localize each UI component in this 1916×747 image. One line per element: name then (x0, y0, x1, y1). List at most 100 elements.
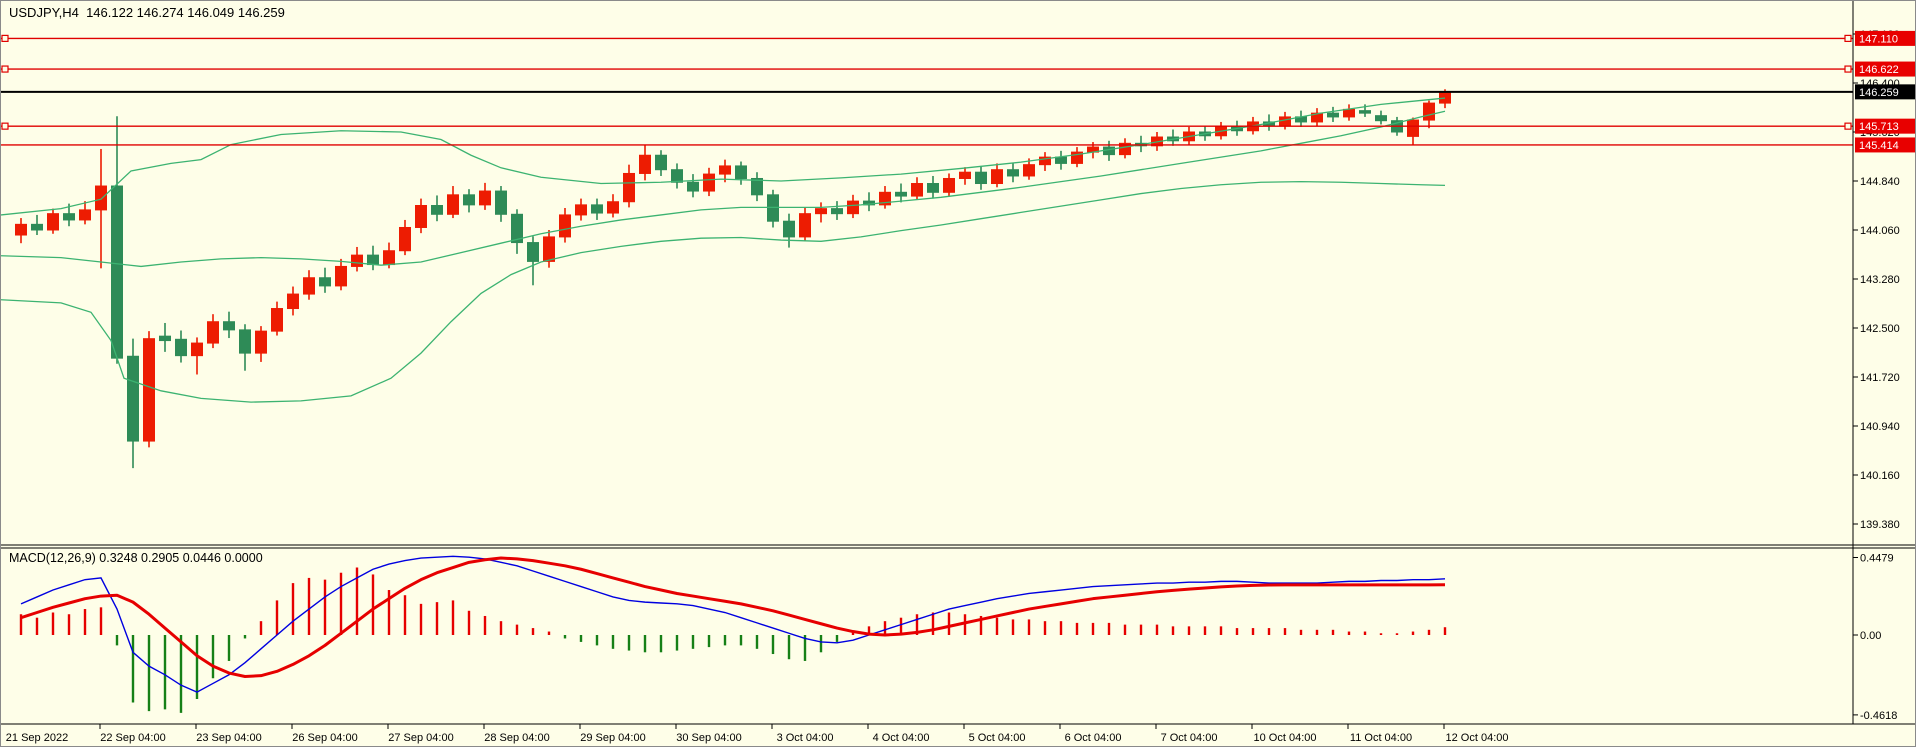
price-badge-label: 147.110 (1859, 33, 1898, 45)
candle-bear (239, 329, 251, 354)
candle-bull (1439, 91, 1451, 104)
candle-bull (799, 213, 811, 238)
candle-bull (287, 293, 299, 310)
candle-bull (335, 265, 347, 287)
candle-bull (303, 277, 315, 295)
candle-bull (847, 200, 859, 215)
time-axis-label: 26 Sep 04:00 (292, 732, 357, 744)
line-drag-anchor[interactable] (1, 34, 9, 42)
candle-bull (351, 254, 363, 267)
candle-bull (415, 204, 427, 228)
candle-bear (783, 220, 795, 238)
time-axis-label: 7 Oct 04:00 (1161, 732, 1218, 744)
candle-bear (159, 335, 171, 342)
symbol-title: USDJPY,H4 146.122 146.274 146.049 146.25… (9, 5, 285, 20)
candle-bull (543, 236, 555, 262)
candle-bear (655, 154, 667, 171)
candle-bear (735, 165, 747, 179)
line-drag-anchor[interactable] (1844, 34, 1852, 42)
candle-bear (831, 208, 843, 215)
price-badge-label: 145.414 (1859, 140, 1899, 152)
line-drag-anchor[interactable] (1844, 65, 1852, 73)
price-line-badge (1855, 137, 1915, 153)
line-drag-anchor[interactable] (1844, 122, 1852, 130)
candle-bear (591, 204, 603, 214)
candle-bear (527, 242, 539, 262)
candle-bear (431, 204, 443, 215)
candle-bull (559, 214, 571, 238)
candle-bear (319, 277, 331, 287)
time-axis-label: 12 Oct 04:00 (1446, 732, 1509, 744)
candle-bear (367, 254, 379, 266)
candle-bull (1407, 119, 1419, 137)
macd-axis-label: -0.4618 (1860, 710, 1897, 722)
bollinger-middle-band (1, 110, 1446, 268)
candle-bull (911, 183, 923, 197)
candle-bull (1311, 112, 1323, 123)
price-line-badge (1855, 118, 1915, 134)
candle-bull (1071, 151, 1083, 164)
bollinger-lower-band (1, 180, 1446, 403)
price-axis-label: 140.940 (1860, 421, 1900, 433)
candle-bull (639, 154, 651, 174)
candle-bear (31, 223, 43, 231)
candle-bear (751, 177, 763, 196)
time-axis-label: 30 Sep 04:00 (676, 732, 741, 744)
candle-bull (1119, 142, 1131, 156)
time-axis-label: 6 Oct 04:00 (1065, 732, 1122, 744)
candle-bull (271, 308, 283, 332)
candle-bull (143, 338, 155, 442)
candle-bear (671, 169, 683, 183)
time-axis-label: 4 Oct 04:00 (873, 732, 930, 744)
candle-bull (1039, 156, 1051, 166)
bollinger-upper-band (1, 97, 1446, 216)
candle-bull (15, 223, 27, 236)
candle-bear (1375, 115, 1387, 122)
candle-bull (991, 169, 1003, 185)
candle-bull (959, 171, 971, 179)
price-axis-label: 144.060 (1860, 225, 1900, 237)
candle-bear (511, 213, 523, 244)
candle-bull (1023, 164, 1035, 177)
candle-bear (175, 338, 187, 357)
candle-bull (47, 213, 59, 231)
bid-price-badge (1855, 84, 1915, 100)
price-line-badge (1855, 61, 1915, 77)
line-drag-anchor[interactable] (1, 65, 9, 73)
candle-bull (607, 201, 619, 214)
time-axis-label: 3 Oct 04:00 (777, 732, 834, 744)
price-axis-label: 143.280 (1860, 274, 1900, 286)
candle-bull (1423, 102, 1435, 121)
time-axis-label: 23 Sep 04:00 (196, 732, 261, 744)
price-badge-label: 146.259 (1859, 87, 1899, 99)
candle-bear (1055, 156, 1067, 164)
candle-bull (191, 342, 203, 357)
macd-indicator-label: MACD(12,26,9) 0.3248 0.2905 0.0446 0.000… (9, 551, 263, 565)
candle-bull (623, 172, 635, 203)
time-axis-label: 27 Sep 04:00 (388, 732, 453, 744)
price-axis-label: 144.840 (1860, 176, 1900, 188)
candle-bull (207, 321, 219, 344)
price-badge-label: 146.622 (1859, 64, 1899, 76)
candle-bull (575, 204, 587, 216)
candle-bull (703, 173, 715, 192)
candle-bear (63, 213, 75, 221)
time-axis-label: 28 Sep 04:00 (484, 732, 549, 744)
candle-bull (399, 226, 411, 252)
macd-signal-line (20, 556, 1446, 679)
candle-bear (687, 181, 699, 192)
time-axis-label: 10 Oct 04:00 (1254, 732, 1317, 744)
candle-bull (383, 250, 395, 266)
line-drag-anchor[interactable] (1, 122, 9, 130)
candle-bull (479, 190, 491, 206)
time-axis-label: 22 Sep 04:00 (100, 732, 165, 744)
candle-bull (1343, 108, 1355, 118)
candle-bear (1359, 110, 1371, 114)
candle-bear (1327, 112, 1339, 118)
candle-bear (223, 321, 235, 331)
candle-bear (463, 194, 475, 206)
time-axis-label: 21 Sep 2022 (6, 732, 68, 744)
